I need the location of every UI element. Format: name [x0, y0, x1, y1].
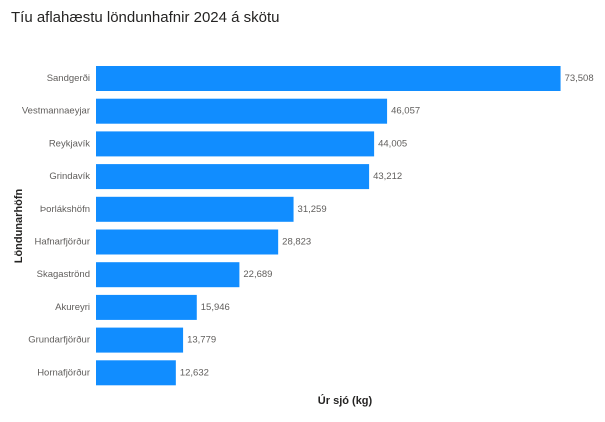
category-label: Hornafjörður — [37, 367, 90, 378]
data-label: 22,689 — [243, 269, 272, 280]
bar[interactable] — [96, 196, 294, 222]
bar[interactable] — [96, 262, 240, 288]
data-label: 46,057 — [391, 106, 420, 117]
x-axis-title: Úr sjó (kg) — [317, 395, 373, 407]
bar[interactable] — [96, 327, 184, 353]
data-label: 73,508 — [565, 73, 594, 84]
data-label: 13,779 — [187, 335, 216, 346]
category-label: Grindavík — [49, 171, 90, 182]
category-label: Sandgerði — [47, 73, 90, 84]
category-label: Hafnarfjörður — [35, 237, 90, 248]
category-label: Grundarfjörður — [28, 335, 90, 346]
bar[interactable] — [96, 164, 370, 190]
category-label: Skagaströnd — [37, 269, 90, 280]
data-label: 43,212 — [373, 171, 402, 182]
category-label: Akureyri — [55, 302, 90, 313]
bar[interactable] — [96, 98, 388, 124]
bar[interactable] — [96, 66, 561, 91]
category-label: Reykjavík — [49, 138, 90, 149]
category-label: Þorlákshöfn — [40, 204, 90, 215]
data-label: 15,946 — [201, 302, 230, 313]
bars-group: Sandgerði 73,508 Vestmannaeyjar 46,057 Reykj… — [22, 66, 594, 386]
category-label: Vestmannaeyjar — [22, 106, 90, 117]
data-label: 31,259 — [298, 204, 327, 215]
bar[interactable] — [96, 294, 197, 320]
bar[interactable] — [96, 360, 176, 386]
data-label: 12,632 — [180, 367, 209, 378]
data-label: 44,005 — [378, 138, 407, 149]
bar[interactable] — [96, 229, 279, 255]
chart-title: Tíu aflahæstu löndunhafnir 2024 á skötu — [11, 9, 280, 26]
data-label: 28,823 — [282, 237, 311, 248]
bar[interactable] — [96, 131, 375, 157]
